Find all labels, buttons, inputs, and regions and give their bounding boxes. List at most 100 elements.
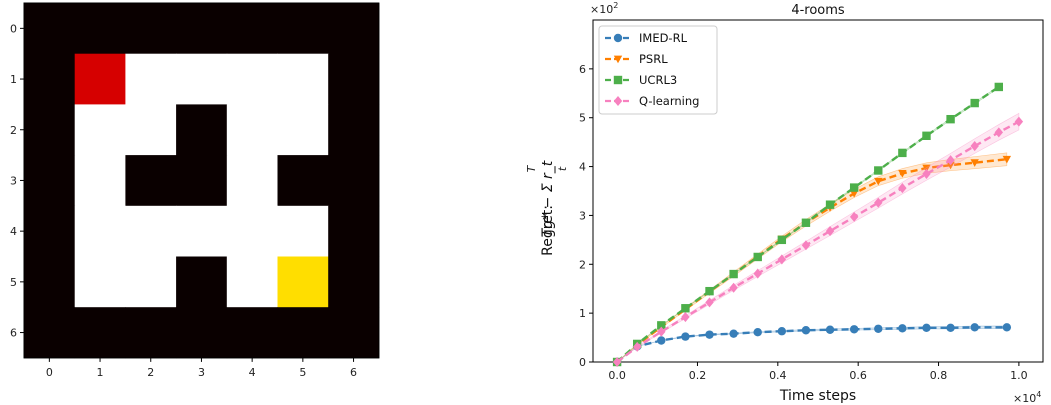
grid-cell-wall [176, 155, 228, 207]
regret-line-chart: 0.0 0.2 0.4 0.6 0.8 1.0 0 1 2 3 4 5 6 ×102 ×104 4-rooms… [525, 1, 1044, 405]
grid-cell-free [176, 53, 228, 105]
x-axis-multiplier-exponent: 4 [1036, 390, 1041, 399]
data-point [729, 329, 738, 338]
grid-cell-wall [328, 3, 380, 55]
chart-title: 4-rooms [791, 3, 845, 18]
data-point [801, 240, 811, 251]
grid-cell-wall [328, 53, 380, 105]
data-point [970, 159, 979, 167]
legend-box [598, 25, 718, 115]
grid-y-tick-label: 1 [10, 73, 17, 86]
data-point [777, 327, 787, 336]
grid-cell-free [125, 104, 177, 156]
grid-cell-wall [74, 3, 126, 55]
y-axis-label-sum-lower: t [556, 166, 569, 171]
data-point [849, 183, 859, 192]
data-point [898, 170, 907, 178]
grid-cell-wall [125, 155, 177, 207]
data-point [874, 177, 883, 186]
data-point [946, 161, 955, 170]
grid-cell-wall [74, 307, 126, 359]
data-point [1002, 323, 1012, 332]
x-tick-label: 0.2 [689, 369, 707, 382]
data-point [801, 326, 811, 335]
data-point [849, 325, 859, 334]
grid-x-tick-label: 6 [350, 366, 357, 379]
grid-cell-wall [277, 155, 329, 207]
grid-x-tick-label: 5 [299, 366, 306, 379]
series-line [616, 120, 1020, 363]
grid-cell-free [74, 256, 126, 308]
y-tick-label: 0 [579, 356, 586, 369]
legend-label: Q-learning [639, 94, 699, 108]
grid-cell-free [74, 104, 126, 156]
grid-cell-free [176, 205, 228, 257]
y-tick-label: 2 [579, 258, 586, 271]
grid-cell-wall [277, 3, 329, 55]
legend-label: IMED-RL [639, 31, 688, 45]
data-point [657, 336, 666, 345]
legend-swatch-marker [613, 33, 623, 43]
grid-y-tick-label: 6 [10, 327, 17, 340]
grid-cell-wall [24, 155, 76, 207]
grid-cell-wall [328, 205, 380, 257]
grid-x-tick-label: 0 [46, 366, 53, 379]
data-point [705, 297, 714, 308]
grid-cell-wall [125, 307, 177, 359]
grid-cell-free [226, 53, 278, 105]
data-point [898, 324, 907, 333]
series-psrl [612, 152, 1012, 367]
y-axis-label-sum-upper: T [525, 164, 538, 172]
legend-swatch-marker [613, 55, 623, 64]
y-axis-label-formula: Tg* − Σ r_t [540, 160, 556, 237]
data-point [970, 323, 979, 332]
data-point [825, 200, 835, 209]
grid-cell-free [226, 205, 278, 257]
grid-cell-wall [176, 3, 228, 55]
grid-cell-free [125, 256, 177, 308]
y-tick-label: 3 [579, 209, 586, 222]
grid-cell-free [226, 104, 278, 156]
grid-cell-wall [328, 256, 380, 308]
data-point [970, 141, 979, 152]
legend: IMED-RL PSRL UCRL3 Q-learning [598, 25, 718, 115]
x-tick-label: 0.0 [608, 369, 626, 382]
data-point [922, 131, 931, 140]
data-point [1002, 155, 1012, 164]
data-point [705, 330, 714, 339]
x-tick-label: 0.6 [849, 369, 867, 382]
data-point [753, 252, 762, 262]
data-point [970, 98, 979, 108]
y-axis-multiplier-exponent: 2 [613, 1, 618, 10]
y-axis-label: Regret: Tg* − Σ r_tT t [525, 160, 569, 256]
data-point [994, 127, 1004, 138]
data-point [898, 183, 907, 194]
y-tick-label: 4 [579, 161, 586, 174]
grid-x-tick-label: 3 [198, 366, 205, 379]
data-point [729, 269, 738, 279]
grid-cell-wall [176, 104, 228, 156]
x-tick-label: 1.0 [1010, 369, 1027, 382]
grid-cell-wall [24, 104, 76, 156]
x-axis-multiplier: ×104 [1013, 390, 1041, 405]
grid-cell-wall [24, 53, 76, 105]
grid-cell-start [74, 53, 126, 105]
grid-cell-free [125, 53, 177, 105]
grid-cell-wall [226, 3, 278, 55]
grid-cell-wall [125, 3, 177, 55]
x-axis-label: Time steps [779, 388, 856, 404]
y-axis-multiplier: ×102 [590, 1, 618, 16]
grid-x-tick-label: 1 [97, 366, 104, 379]
legend-swatch-marker [613, 75, 623, 85]
grid-cell-wall [176, 256, 228, 308]
data-point [874, 166, 883, 175]
legend-label: UCRL3 [639, 73, 677, 87]
grid-cell-free [226, 155, 278, 207]
data-point [753, 268, 762, 279]
grid-cell-free [226, 256, 278, 308]
series-imed-rl [612, 323, 1012, 367]
data-point [825, 325, 835, 334]
y-tick-label: 1 [579, 307, 586, 320]
data-point [874, 324, 883, 333]
grid-world-map: 0 1 2 3 4 5 6 0 1 2 3 4 5 6 [10, 2, 380, 379]
